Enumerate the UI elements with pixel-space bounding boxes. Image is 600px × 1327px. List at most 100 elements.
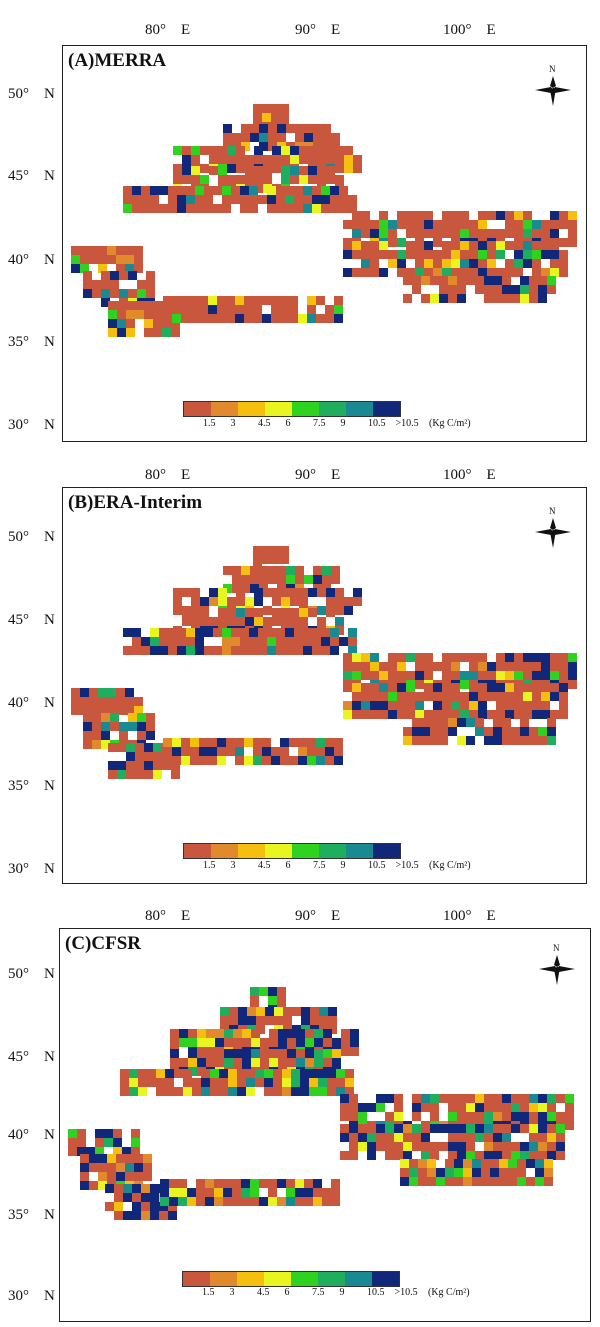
grid-cell xyxy=(493,736,502,745)
grid-cell xyxy=(448,1133,457,1142)
grid-cell xyxy=(442,653,451,662)
grid-cell xyxy=(191,155,200,164)
grid-cell xyxy=(80,1163,89,1172)
grid-cell xyxy=(110,722,119,731)
grid-cell xyxy=(340,1103,349,1112)
grid-cell xyxy=(472,1177,481,1186)
grid-cell xyxy=(116,264,125,273)
grid-cell xyxy=(469,653,478,662)
grid-cell xyxy=(424,683,433,692)
legend-ticks: 1.5 3 4.5 6 7.5 9 10.5 >10.5 (Kg C/m²) xyxy=(182,1287,522,1301)
grid-cell xyxy=(298,747,307,756)
grid-cell xyxy=(523,701,532,710)
grid-cell xyxy=(259,1179,268,1188)
grid-cell xyxy=(305,1038,314,1047)
grid-cell xyxy=(454,1177,463,1186)
grid-cell xyxy=(484,736,493,745)
grid-cell xyxy=(505,683,514,692)
grid-cell xyxy=(126,761,135,770)
grid-cell xyxy=(478,662,487,671)
map-panel-era-interim: 80° E 90° E 100° E 50° N 45° N 40° N 35°… xyxy=(0,445,600,890)
grid-cell xyxy=(541,701,550,710)
grid-cell xyxy=(308,155,317,164)
grid-cell xyxy=(312,646,321,655)
lon-label-90: 90° E xyxy=(295,467,341,483)
grid-cell xyxy=(250,575,259,584)
grid-cell xyxy=(294,646,303,655)
grid-cell xyxy=(406,220,415,229)
grid-cell xyxy=(394,1112,403,1121)
grid-cell xyxy=(478,259,487,268)
grid-cell xyxy=(196,1188,205,1197)
grid-cell xyxy=(280,756,289,765)
grid-cell xyxy=(286,575,295,584)
grid-cell xyxy=(466,1142,475,1151)
grid-cell xyxy=(442,268,451,277)
grid-cell xyxy=(235,296,244,305)
grid-cell xyxy=(177,186,186,195)
grid-cell xyxy=(188,1049,197,1058)
grid-cell xyxy=(451,701,460,710)
grid-cell xyxy=(129,1069,138,1078)
grid-cell xyxy=(217,305,226,314)
grid-cell xyxy=(341,1029,350,1038)
grid-cell xyxy=(487,211,496,220)
grid-cell xyxy=(379,701,388,710)
grid-cell xyxy=(132,637,141,646)
grid-cell xyxy=(267,186,276,195)
grid-cell xyxy=(144,328,153,337)
grid-cell xyxy=(83,722,92,731)
grid-cell xyxy=(523,211,532,220)
grid-cell xyxy=(303,204,312,213)
grid-cell xyxy=(532,268,541,277)
grid-cell xyxy=(433,229,442,238)
grid-cell xyxy=(430,1103,439,1112)
grid-cell xyxy=(238,1016,247,1025)
grid-cell xyxy=(385,1151,394,1160)
grid-cell xyxy=(496,662,505,671)
grid-cell xyxy=(469,259,478,268)
grid-cell xyxy=(538,1103,547,1112)
grid-cell xyxy=(448,1124,457,1133)
grid-cell xyxy=(159,1211,168,1220)
grid-cell xyxy=(550,692,559,701)
grid-cell xyxy=(301,1007,310,1016)
grid-cell xyxy=(236,146,245,155)
grid-cell xyxy=(550,259,559,268)
grid-cell xyxy=(125,688,134,697)
grid-cell xyxy=(253,738,262,747)
grid-cell xyxy=(107,255,116,264)
grid-cell xyxy=(454,1159,463,1168)
grid-cell xyxy=(117,301,126,310)
grid-cell xyxy=(77,1147,86,1156)
grid-cell xyxy=(325,305,334,314)
grid-cell xyxy=(150,1193,159,1202)
grid-cell xyxy=(295,566,304,575)
grid-cell xyxy=(424,220,433,229)
grid-cell xyxy=(231,646,240,655)
grid-cell xyxy=(236,608,245,617)
legend-colorbar xyxy=(183,401,401,417)
map-panel-merra: 80° E 90° E 100° E 50° N 45° N 40° N 35°… xyxy=(0,0,600,445)
grid-cell xyxy=(305,1058,314,1067)
grid-cell xyxy=(190,738,199,747)
grid-cell xyxy=(116,1154,125,1163)
grid-cell xyxy=(466,1124,475,1133)
grid-cell xyxy=(442,241,451,250)
grid-cell xyxy=(177,637,186,646)
grid-cell xyxy=(80,255,89,264)
grid-cell xyxy=(262,113,271,122)
grid-cell xyxy=(370,220,379,229)
grid-cell xyxy=(281,166,290,175)
grid-cell xyxy=(496,671,505,680)
grid-cell xyxy=(244,738,253,747)
grid-cell xyxy=(217,296,226,305)
grid-cell xyxy=(268,575,277,584)
grid-cell xyxy=(173,597,182,606)
grid-cell xyxy=(254,608,263,617)
grid-cell xyxy=(116,697,125,706)
grid-cell xyxy=(277,1179,286,1188)
grid-cell xyxy=(125,1163,134,1172)
grid-cell xyxy=(511,1124,520,1133)
grid-cell xyxy=(529,1124,538,1133)
